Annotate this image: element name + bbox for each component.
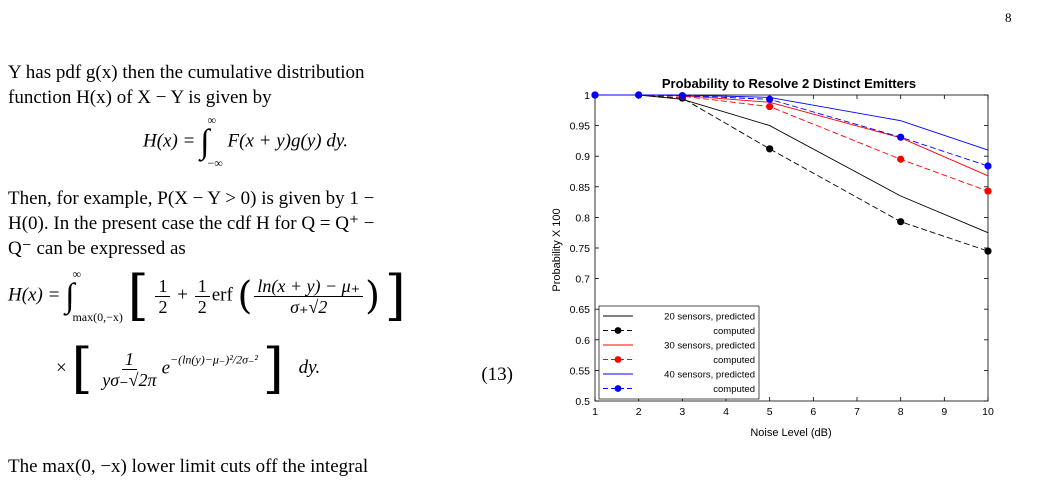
probability-chart: Probability to Resolve 2 Distinct Emitte… [551, 76, 994, 439]
data-point [766, 103, 774, 111]
x-tick-label: 10 [982, 406, 994, 418]
data-point [678, 92, 686, 100]
series-layer [591, 91, 992, 255]
x-tick-label: 6 [810, 406, 816, 418]
y-tick-label: 0.65 [570, 304, 591, 316]
legend-label: 40 sensors, predicted [664, 370, 755, 381]
y-tick-label: 0.9 [575, 151, 590, 163]
eq13-lower: max(0,−x) [72, 310, 123, 324]
data-point [897, 155, 905, 163]
integral-sign: ∫ [200, 123, 210, 161]
legend-marker [614, 385, 622, 392]
data-point [635, 91, 643, 99]
x-tick-label: 9 [941, 406, 947, 418]
data-point [766, 145, 774, 153]
legend-marker [614, 356, 622, 363]
legend-box [598, 305, 760, 400]
intro-line-1: Y has pdf g(x) then the cumulative distr… [8, 62, 365, 83]
y-tick-label: 0.95 [570, 121, 591, 133]
series-line [595, 94, 989, 167]
data-point [984, 162, 992, 170]
exp-power: −(ln(y)−μ₋)²/2σ₋² [170, 352, 258, 367]
x-tick-label: 8 [898, 406, 904, 418]
y-tick-label: 0.5 [575, 396, 590, 408]
y-tick-label: 0.75 [570, 243, 591, 255]
left-bracket: [ [127, 264, 149, 327]
x-tick-label: 2 [636, 406, 642, 418]
para2-line-3: Q⁻ can be expressed as [8, 238, 186, 259]
eq1-lower: −∞ [207, 156, 223, 170]
x-tick-label: 1 [592, 406, 598, 418]
left-paren: ( [237, 273, 253, 318]
x-tick-label: 7 [854, 406, 860, 418]
eq1-limits: ∞ −∞ [207, 114, 222, 170]
right-paren: ) [365, 273, 380, 318]
legend-label: computed [713, 355, 755, 366]
x-axis-label: Noise Level (dB) [750, 427, 831, 439]
eq13-limits: ∞ max(0,−x) [72, 268, 122, 324]
x-tick-label: 3 [679, 406, 685, 418]
y-tick-label: 0.8 [575, 212, 590, 224]
y-axis-label: Probability X 100 [551, 208, 563, 291]
chart-title: Probability to Resolve 2 Distinct Emitte… [662, 76, 916, 91]
right-bracket-2: ] [262, 337, 284, 400]
intro-line-2: function H(x) of X − Y is given by [8, 87, 272, 108]
left-bracket-2: [ [71, 337, 93, 400]
chart-legend: 20 sensors, predicted computed 30 sensors,… [598, 305, 760, 400]
y-tick-label: 1 [584, 90, 590, 102]
erf-label: erf [211, 284, 233, 306]
equation-13-line-2: × [ 1 yσ₋√2π e−(ln(y)−μ₋)²/2σ₋² ] dy. (13) [56, 342, 513, 396]
equation-number: (13) [481, 364, 513, 385]
legend-label: 20 sensors, predicted [664, 312, 755, 323]
eq13-density-frac: 1 yσ₋√2π [102, 348, 157, 390]
axis-ticks: 1 2 3 4 5 6 7 8 9 10 0.5 0.55 0.6 0.65 0.7 0.75 0.8 0.85 0… [570, 90, 994, 418]
times-sign: × [56, 357, 67, 379]
legend-label: 30 sensors, predicted [664, 341, 755, 352]
x-tick-label: 5 [767, 406, 773, 418]
y-tick-label: 0.6 [575, 335, 590, 347]
x-tick-label: 4 [723, 406, 729, 418]
eq1-rhs: F(x + y)g(y) dy. [227, 130, 348, 152]
eq13-dy: dy. [298, 357, 321, 379]
eq13-upper: ∞ [72, 267, 82, 281]
eq13-lhs: H(x) = [8, 284, 61, 306]
right-bracket: ] [384, 264, 406, 327]
y-tick-label: 0.7 [575, 274, 590, 286]
data-point [984, 247, 992, 255]
eq13-erf-arg: ln(x + y) − μ₊ σ₊√2 [254, 276, 364, 317]
legend-marker [614, 327, 622, 334]
y-tick-label: 0.85 [570, 182, 591, 194]
eq1-upper: ∞ [207, 113, 217, 127]
exp-base: e [161, 357, 170, 379]
data-point [766, 95, 774, 103]
closing-line: The max(0, −x) lower limit cuts off the … [8, 456, 369, 477]
integral-sign: ∫ [65, 277, 75, 315]
legend-label: computed [713, 384, 755, 395]
para2-line-1: Then, for example, P(X − Y > 0) is given… [8, 188, 375, 209]
page-number: 8 [1005, 10, 1012, 25]
data-point [897, 133, 905, 141]
data-point [897, 218, 905, 226]
eq1-lhs: H(x) = [143, 130, 196, 152]
para2-line-2: H(0). In the present case the cdf H for … [8, 213, 375, 234]
y-tick-label: 0.55 [570, 365, 591, 377]
data-point [984, 187, 992, 195]
legend-label: computed [713, 326, 755, 337]
equation-cdf: H(x) = ∫ ∞ −∞ F(x + y)g(y) dy. [143, 114, 513, 170]
data-point [591, 91, 599, 99]
